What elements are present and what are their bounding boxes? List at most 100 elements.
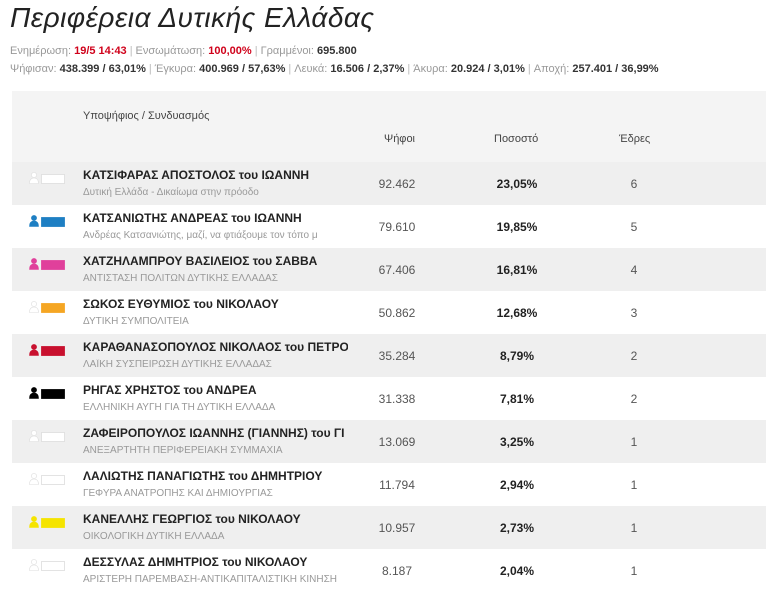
icon-body	[29, 306, 39, 313]
votes: 11.794	[379, 478, 415, 492]
info-line: Ψήφισαν: 438.399 / 63,01% | Έγκυρα: 400.96…	[10, 63, 659, 75]
color-box	[41, 260, 65, 270]
table-row: ΚΑΝΕΛΛΗΣ ΓΕΩΡΓΙΟΣ του ΝΙΚΟΛΑΟΥ ΟΙΚΟΛΟΓΙΚΗ…	[12, 506, 766, 549]
party-name: ΑΡΙΣΤΕΡΗ ΠΑΡΕΜΒΑΣΗ-ΑΝΤΙΚΑΠΙΤΑΛΙΣΤΙΚΗ ΚΙΝ…	[83, 574, 338, 585]
icon-body	[29, 478, 39, 485]
candidate-name: ΡΗΓΑΣ ΧΡΗΣΤΟΣ του ΑΝΔΡΕΑ	[83, 383, 257, 397]
table-row: ΚΑΤΣΑΝΙΩΤΗΣ ΑΝΔΡΕΑΣ του ΙΩΑΝΝΗ Ανδρέας Κα…	[12, 205, 766, 248]
votes: 79.610	[378, 220, 416, 234]
separator: |	[254, 45, 258, 57]
color-box	[41, 432, 65, 442]
percent: 23,05%	[496, 177, 538, 191]
info-value: 400.969 / 57,63%	[199, 63, 286, 75]
party-name: ΑΝΤΙΣΤΑΣΗ ΠΟΛΙΤΩΝ ΔΥΤΙΚΗΣ ΕΛΛΑΔΑΣ	[83, 273, 278, 284]
info-value: 19/5 14:43	[74, 45, 127, 57]
seats: 3	[630, 306, 638, 320]
info-label: Ψήφισαν:	[10, 63, 57, 75]
icon-body	[29, 521, 39, 528]
seats: 2	[630, 392, 638, 406]
color-box	[41, 389, 65, 399]
party-name: Δυτική Ελλάδα - Δικαίωμα στην πρόοδο	[83, 187, 259, 198]
percent: 2,04%	[499, 564, 535, 578]
votes: 35.284	[378, 349, 416, 363]
percent: 3,25%	[499, 435, 535, 449]
party-icon	[29, 387, 65, 399]
party-name: ΓΕΦΥΡΑ ΑΝΑΤΡΟΠΗΣ ΚΑΙ ΔΗΜΙΟΥΡΓΙΑΣ	[83, 488, 273, 499]
icon-head	[31, 387, 37, 393]
column-header: Υποψήφιος / Συνδυασμός	[83, 110, 210, 122]
icon-head	[31, 559, 37, 565]
color-box	[41, 174, 65, 184]
votes: 10.957	[378, 521, 416, 535]
party-icon	[29, 516, 65, 528]
candidate-name: ΧΑΤΖΗΛΑΜΠΡΟΥ ΒΑΣΙΛΕΙΟΣ του ΣΑΒΒΑ	[83, 254, 318, 268]
info-label: Ενημέρωση:	[10, 45, 72, 57]
seats: 4	[630, 263, 638, 277]
info-value: 20.924 / 3,01%	[450, 63, 525, 75]
party-icon	[29, 258, 65, 270]
party-icon	[29, 172, 65, 184]
party-icon	[29, 301, 65, 313]
column-header: Ψήφοι	[384, 133, 416, 145]
candidate-name: ΚΑΝΕΛΛΗΣ ΓΕΩΡΓΙΟΣ του ΝΙΚΟΛΑΟΥ	[83, 512, 301, 526]
icon-head	[31, 344, 37, 350]
icon-body	[29, 564, 39, 571]
percent: 8,79%	[499, 349, 535, 363]
separator: |	[527, 63, 531, 75]
seats: 6	[630, 177, 638, 191]
info-value: 100,00%	[208, 45, 252, 57]
icon-body	[29, 220, 39, 227]
seats: 5	[630, 220, 638, 234]
color-box	[41, 303, 65, 313]
candidate-name: ΛΑΛΙΩΤΗΣ ΠΑΝΑΓΙΩΤΗΣ του ΔΗΜΗΤΡΙΟΥ	[83, 469, 323, 483]
icon-head	[31, 301, 37, 307]
icon-body	[29, 392, 39, 399]
table-row: ΖΑΦΕΙΡΟΠΟΥΛΟΣ ΙΩΑΝΝΗΣ (ΓΙΑΝΝΗΣ) του ΓΙ ΑΝ…	[12, 420, 766, 463]
table-row: ΚΑΤΣΙΦΑΡΑΣ ΑΠΟΣΤΟΛΟΣ του ΙΩΑΝΝΗ Δυτική Ελ…	[12, 162, 766, 205]
candidate-name: ΚΑΤΣΙΦΑΡΑΣ ΑΠΟΣΤΟΛΟΣ του ΙΩΑΝΝΗ	[83, 168, 310, 182]
candidate-name: ΔΕΣΣΥΛΑΣ ΔΗΜΗΤΡΙΟΣ του ΝΙΚΟΛΑΟΥ	[83, 555, 308, 569]
party-icon	[29, 430, 65, 442]
page-title: Περιφέρεια Δυτικής Ελλάδας	[10, 2, 375, 33]
column-header: Έδρες	[619, 133, 651, 145]
color-box	[41, 475, 65, 485]
icon-body	[29, 177, 39, 184]
candidate-name: ΚΑΡΑΘΑΝΑΣΟΠΟΥΛΟΣ ΝΙΚΟΛΑΟΣ του ΠΕΤΡΟ	[83, 340, 348, 354]
table-header: Υποψήφιος / Συνδυασμός Ψήφοι Ποσοστό Έδρ…	[12, 91, 766, 162]
table-row: ΡΗΓΑΣ ΧΡΗΣΤΟΣ του ΑΝΔΡΕΑ ΕΛΛΗΝΙΚΗ ΑΥΓΗ ΓΙ…	[12, 377, 766, 420]
percent: 12,68%	[496, 306, 538, 320]
color-box	[41, 518, 65, 528]
icon-body	[29, 349, 39, 356]
color-box	[41, 346, 65, 356]
info-label: Γραμμένοι:	[260, 45, 314, 57]
seats: 1	[630, 478, 638, 492]
info-label: Λευκά:	[294, 63, 328, 75]
info-label: Ενσωμάτωση:	[135, 45, 206, 57]
table-row: ΚΑΡΑΘΑΝΑΣΟΠΟΥΛΟΣ ΝΙΚΟΛΑΟΣ του ΠΕΤΡΟ ΛΑΪΚΗ…	[12, 334, 766, 377]
table-row: ΛΑΛΙΩΤΗΣ ΠΑΝΑΓΙΩΤΗΣ του ΔΗΜΗΤΡΙΟΥ ΓΕΦΥΡΑ …	[12, 463, 766, 506]
votes: 67.406	[378, 263, 416, 277]
results-table: Υποψήφιος / Συνδυασμός Ψήφοι Ποσοστό Έδρ…	[12, 91, 766, 592]
info-label: Αποχή:	[533, 63, 570, 75]
seats: 1	[630, 521, 638, 535]
separator: |	[129, 45, 133, 57]
votes: 13.069	[378, 435, 416, 449]
column-header: Ποσοστό	[494, 133, 539, 145]
votes: 8.187	[381, 564, 413, 578]
percent: 19,85%	[496, 220, 538, 234]
separator: |	[288, 63, 292, 75]
party-icon	[29, 344, 65, 356]
percent: 2,73%	[499, 521, 535, 535]
votes: 31.338	[378, 392, 416, 406]
party-name: ΛΑΪΚΗ ΣΥΣΠΕΙΡΩΣΗ ΔΥΤΙΚΗΣ ΕΛΛΑΔΑΣ	[83, 359, 272, 370]
info-line: Ενημέρωση: 19/5 14:43 | Ενσωμάτωση: 100,00…	[10, 45, 357, 57]
info-value: 257.401 / 36,99%	[572, 63, 659, 75]
percent: 2,94%	[499, 478, 535, 492]
icon-body	[29, 435, 39, 442]
party-icon	[29, 473, 65, 485]
icon-head	[31, 473, 37, 479]
icon-head	[31, 516, 37, 522]
info-label: Άκυρα:	[413, 63, 448, 75]
table-row: ΔΕΣΣΥΛΑΣ ΔΗΜΗΤΡΙΟΣ του ΝΙΚΟΛΑΟΥ ΑΡΙΣΤΕΡΗ …	[12, 549, 766, 592]
